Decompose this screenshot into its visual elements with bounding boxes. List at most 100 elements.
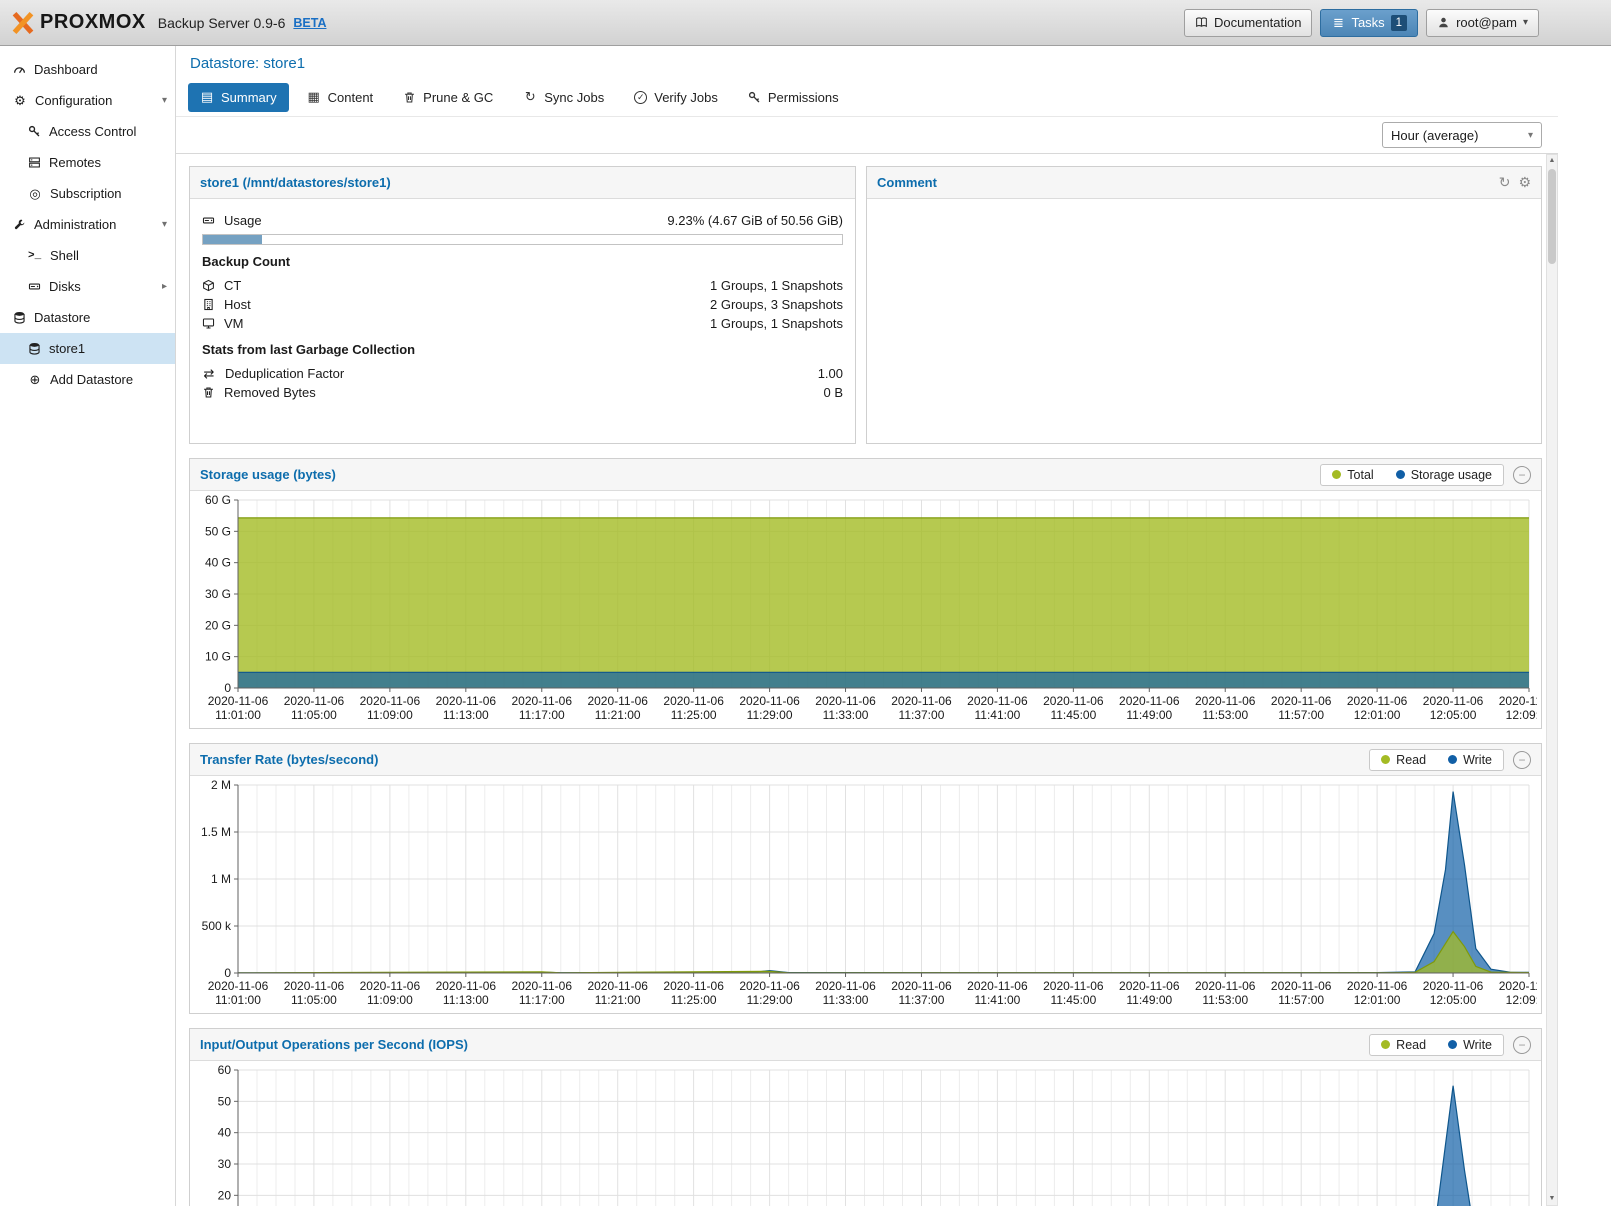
svg-text:2020-11-06: 2020-11-06 [1119, 694, 1180, 708]
svg-text:11:01:00: 11:01:00 [215, 708, 261, 722]
legend-item-read[interactable]: Read [1370, 750, 1437, 770]
svg-text:2020-11-06: 2020-11-06 [1423, 694, 1484, 708]
iops-chart: 01020304050602020-11-0611:01:002020-11-0… [218, 1064, 1530, 1206]
sidebar-item-subscription[interactable]: ◎ Subscription [0, 178, 175, 209]
svg-text:2020-11-06: 2020-11-06 [967, 694, 1028, 708]
interval-select[interactable]: Hour (average) ▾ [1382, 122, 1542, 148]
tab-content[interactable]: ▦ Content [295, 83, 386, 112]
scroll-up-icon[interactable]: ▲ [1548, 157, 1556, 164]
svg-text:2020-11-06: 2020-11-06 [891, 694, 952, 708]
sidebar-item-remotes[interactable]: Remotes [0, 147, 175, 178]
sidebar-item-access-control[interactable]: Access Control [0, 116, 175, 147]
svg-text:20: 20 [218, 1188, 232, 1202]
sidebar-item-label: Remotes [49, 155, 102, 170]
user-icon [1439, 17, 1448, 28]
usage-value: 9.23% (4.67 GiB of 50.56 GiB) [667, 212, 843, 228]
tab-sync-jobs[interactable]: ↻ Sync Jobs [511, 83, 616, 112]
svg-text:2020-11-06: 2020-11-06 [739, 979, 800, 993]
compress-arrows-icon: ⇄ [203, 365, 215, 381]
legend-item-write[interactable]: Write [1437, 1035, 1503, 1055]
key-icon [28, 125, 40, 137]
iops-chart-legend: Read Write [1369, 1033, 1504, 1056]
svg-text:2020-11-06: 2020-11-06 [1195, 694, 1256, 708]
server-stack-icon [29, 157, 40, 168]
comment-body[interactable] [867, 199, 1541, 219]
sidebar-item-dashboard[interactable]: Dashboard [0, 54, 175, 85]
user-menu-button[interactable]: root@pam ▾ [1426, 8, 1539, 37]
brand-text: PROXMOX [40, 11, 146, 33]
gc-stats-title: Stats from last Garbage Collection [202, 342, 416, 357]
badge-circle-icon: ◎ [29, 185, 41, 201]
chevron-down-icon[interactable]: ▾ [161, 219, 167, 230]
chevron-right-icon[interactable]: ▸ [161, 281, 167, 292]
book-icon [1196, 17, 1207, 28]
sidebar-item-shell[interactable]: >_ Shell [0, 240, 175, 271]
beta-link[interactable]: BETA [293, 15, 327, 30]
sidebar-item-datastore[interactable]: Datastore [0, 302, 175, 333]
chevron-down-icon[interactable]: ▾ [161, 95, 167, 106]
sidebar-item-configuration[interactable]: ⚙ Configuration ▾ [0, 85, 175, 116]
storage-chart-legend: Total Storage usage [1320, 463, 1504, 486]
refresh-icon[interactable]: ↻ [1498, 174, 1511, 190]
svg-text:60: 60 [218, 1064, 232, 1077]
gear-icon[interactable]: ⚙ [1518, 174, 1531, 190]
scrollbar-thumb[interactable] [1548, 169, 1556, 264]
sidebar-item-administration[interactable]: Administration ▾ [0, 209, 175, 240]
svg-text:2020-11-06: 2020-11-06 [208, 694, 269, 708]
tab-permissions[interactable]: Permissions [736, 83, 851, 112]
svg-text:11:25:00: 11:25:00 [671, 708, 717, 722]
legend-swatch [1448, 1040, 1458, 1049]
top-header: PROXMOX Backup Server 0.9-6 BETA Documen… [0, 0, 1611, 46]
tasks-button[interactable]: ≣ Tasks 1 [1320, 8, 1419, 37]
tab-label: Permissions [767, 89, 839, 105]
svg-text:11:29:00: 11:29:00 [747, 993, 793, 1007]
svg-text:11:37:00: 11:37:00 [899, 708, 945, 722]
collapse-icon[interactable]: − [1513, 1035, 1531, 1054]
usage-progress-fill [203, 235, 262, 244]
trash-icon [204, 387, 213, 398]
legend-swatch [1332, 470, 1342, 479]
sidebar-item-store1[interactable]: store1 [0, 333, 175, 364]
legend-item-write[interactable]: Write [1437, 750, 1503, 770]
tab-verify-jobs[interactable]: ✓ Verify Jobs [622, 83, 730, 112]
legend-item-read[interactable]: Read [1370, 1035, 1437, 1055]
svg-text:1 M: 1 M [211, 872, 231, 886]
sidebar-item-label: Disks [49, 279, 81, 294]
svg-text:2020-11-06: 2020-11-06 [1347, 979, 1408, 993]
svg-text:12:05:00: 12:05:00 [1430, 993, 1477, 1007]
legend-item-total[interactable]: Total [1321, 465, 1384, 485]
removed-bytes-label: Removed Bytes [224, 385, 316, 400]
proxmox-x-icon [12, 11, 34, 34]
svg-text:12:01:00: 12:01:00 [1354, 993, 1401, 1007]
chevron-down-icon: ▾ [1527, 129, 1533, 141]
legend-item-storage-usage[interactable]: Storage usage [1385, 465, 1503, 485]
svg-text:2020-11-06: 2020-11-06 [1423, 979, 1484, 993]
svg-text:11:49:00: 11:49:00 [1126, 708, 1172, 722]
sync-icon: ↻ [524, 89, 536, 104]
sidebar-item-add-datastore[interactable]: ⊕ Add Datastore [0, 364, 175, 395]
proxmox-logo: PROXMOX [10, 11, 146, 34]
legend-swatch [1381, 755, 1391, 764]
svg-text:12:05:00: 12:05:00 [1430, 708, 1477, 722]
documentation-label: Documentation [1213, 15, 1302, 30]
vertical-scrollbar[interactable]: ▲ ▼ [1546, 154, 1558, 1206]
svg-text:2020-11-06: 2020-11-06 [587, 979, 648, 993]
content-area: store1 (/mnt/datastores/store1) Usage 9.… [176, 154, 1558, 1206]
scroll-down-icon[interactable]: ▼ [1548, 1195, 1556, 1202]
usage-progress-bar [202, 234, 843, 245]
svg-text:11:53:00: 11:53:00 [1202, 993, 1248, 1007]
dedup-row: ⇄ Deduplication Factor 1.00 [202, 364, 843, 383]
usage-label: Usage [224, 212, 262, 228]
transfer-chart-title: Transfer Rate (bytes/second) [200, 752, 379, 767]
tab-summary[interactable]: ▤ Summary [188, 82, 289, 112]
sidebar: Dashboard ⚙ Configuration ▾ Access Contr… [0, 46, 176, 1206]
tab-prune-gc[interactable]: Prune & GC [391, 83, 505, 112]
svg-text:2020-11-06: 2020-11-06 [663, 694, 724, 708]
svg-text:11:33:00: 11:33:00 [823, 708, 869, 722]
tasks-badge: 1 [1390, 14, 1408, 31]
collapse-icon[interactable]: − [1513, 750, 1531, 769]
sidebar-item-disks[interactable]: Disks ▸ [0, 271, 175, 302]
svg-text:11:21:00: 11:21:00 [595, 708, 641, 722]
collapse-icon[interactable]: − [1513, 465, 1531, 484]
documentation-button[interactable]: Documentation [1183, 8, 1313, 37]
